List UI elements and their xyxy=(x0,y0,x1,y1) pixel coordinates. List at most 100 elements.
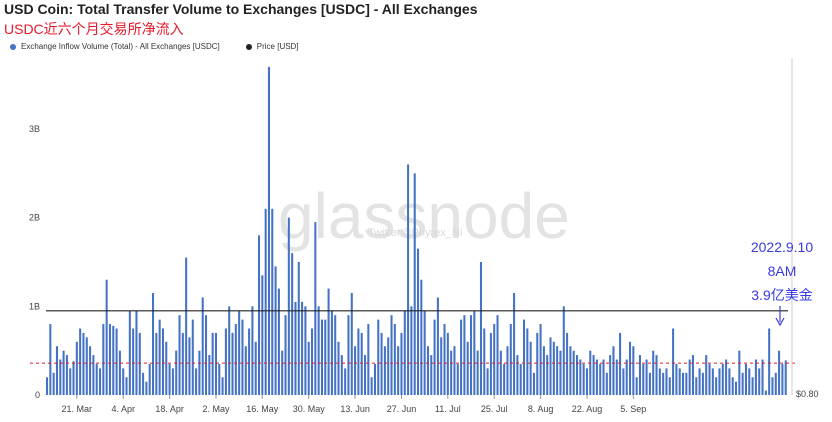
bar[interactable] xyxy=(201,297,204,395)
bar[interactable] xyxy=(271,208,274,395)
bar[interactable] xyxy=(65,355,68,395)
bar[interactable] xyxy=(741,372,744,395)
bar[interactable] xyxy=(344,368,347,395)
bar[interactable] xyxy=(370,377,373,395)
bar[interactable] xyxy=(652,350,655,395)
bar[interactable] xyxy=(350,293,353,395)
bar[interactable] xyxy=(489,332,492,395)
bar[interactable] xyxy=(701,372,704,395)
bar[interactable] xyxy=(728,368,731,395)
bar[interactable] xyxy=(665,368,668,395)
bar[interactable] xyxy=(274,266,277,395)
bar[interactable] xyxy=(691,355,694,395)
bar[interactable] xyxy=(112,325,115,395)
bar[interactable] xyxy=(330,310,333,395)
bar[interactable] xyxy=(254,341,257,395)
bar[interactable] xyxy=(304,306,307,395)
bar[interactable] xyxy=(658,368,661,395)
bar[interactable] xyxy=(440,337,443,395)
bar[interactable] xyxy=(496,315,499,395)
bar[interactable] xyxy=(506,346,509,395)
bar[interactable] xyxy=(393,324,396,395)
bar[interactable] xyxy=(768,328,771,395)
bar[interactable] xyxy=(410,306,413,395)
bar[interactable] xyxy=(277,288,280,395)
bar[interactable] xyxy=(340,355,343,395)
bar[interactable] xyxy=(436,297,439,395)
bar[interactable] xyxy=(291,253,294,395)
bar[interactable] xyxy=(463,315,466,395)
bar[interactable] xyxy=(165,341,168,395)
bar[interactable] xyxy=(622,368,625,395)
bar[interactable] xyxy=(456,363,459,395)
bar[interactable] xyxy=(320,319,323,395)
bar[interactable] xyxy=(168,363,171,395)
bar[interactable] xyxy=(602,359,605,395)
bar[interactable] xyxy=(264,208,267,395)
bar[interactable] xyxy=(99,368,102,395)
bar[interactable] xyxy=(582,363,585,395)
bar[interactable] xyxy=(301,301,304,395)
bar[interactable] xyxy=(430,355,433,395)
bar[interactable] xyxy=(317,306,320,395)
bar[interactable] xyxy=(294,301,297,395)
bar[interactable] xyxy=(155,332,158,395)
bar[interactable] xyxy=(519,363,522,395)
bar[interactable] xyxy=(698,368,701,395)
bar[interactable] xyxy=(450,350,453,395)
bar[interactable] xyxy=(397,346,400,395)
bar[interactable] xyxy=(609,355,612,395)
bar[interactable] xyxy=(738,350,741,395)
bar[interactable] xyxy=(195,368,198,395)
bar[interactable] xyxy=(774,372,777,395)
bar[interactable] xyxy=(470,315,473,395)
legend-item-price[interactable]: Price [USD] xyxy=(245,42,299,51)
bar[interactable] xyxy=(228,306,231,395)
bar[interactable] xyxy=(79,328,82,395)
bar[interactable] xyxy=(251,306,254,395)
bar[interactable] xyxy=(145,381,148,395)
bar[interactable] xyxy=(546,355,549,395)
bar[interactable] xyxy=(417,248,420,395)
bar[interactable] xyxy=(539,324,542,395)
bar[interactable] xyxy=(403,310,406,395)
bar[interactable] xyxy=(599,363,602,395)
bar[interactable] xyxy=(72,361,75,395)
bar[interactable] xyxy=(718,368,721,395)
bar[interactable] xyxy=(52,372,55,395)
bar[interactable] xyxy=(523,319,526,395)
bar[interactable] xyxy=(526,328,529,395)
bar[interactable] xyxy=(102,324,105,395)
bar[interactable] xyxy=(108,324,111,395)
bar[interactable] xyxy=(758,368,761,395)
bar[interactable] xyxy=(267,66,270,396)
bar[interactable] xyxy=(499,350,502,395)
bar[interactable] xyxy=(383,346,386,395)
bar[interactable] xyxy=(46,377,49,395)
bar[interactable] xyxy=(234,324,237,395)
bar[interactable] xyxy=(711,368,714,395)
bar[interactable] xyxy=(675,363,678,395)
bar[interactable] xyxy=(407,164,410,395)
bar[interactable] xyxy=(735,381,738,395)
bar[interactable] xyxy=(261,275,264,395)
bar[interactable] xyxy=(764,390,767,395)
bar[interactable] xyxy=(642,363,645,395)
bar[interactable] xyxy=(476,350,479,395)
bar[interactable] xyxy=(105,279,108,395)
bar[interactable] xyxy=(95,363,98,395)
bar[interactable] xyxy=(59,359,62,395)
bar[interactable] xyxy=(443,324,446,395)
bar[interactable] xyxy=(231,332,234,395)
bar[interactable] xyxy=(314,222,317,395)
bar[interactable] xyxy=(241,319,244,395)
bar[interactable] xyxy=(605,372,608,395)
bar[interactable] xyxy=(552,341,555,395)
bar[interactable] xyxy=(142,372,145,395)
bar[interactable] xyxy=(69,368,72,395)
bar[interactable] xyxy=(453,346,456,395)
bar[interactable] xyxy=(731,377,734,395)
bar[interactable] xyxy=(721,363,724,395)
bar[interactable] xyxy=(625,359,628,395)
bar[interactable] xyxy=(284,315,287,395)
